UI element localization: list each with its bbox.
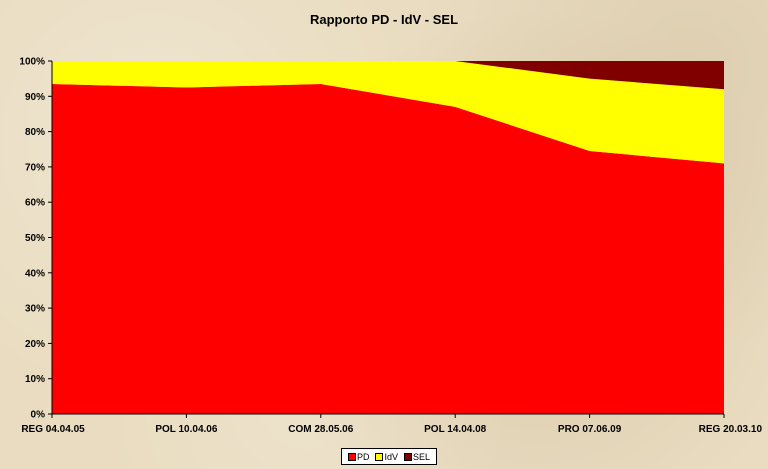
y-tick-label: 50% (25, 233, 45, 244)
y-tick-label: 10% (25, 374, 45, 385)
x-tick-label: PRO 07.06.09 (558, 424, 622, 435)
plot-area (52, 61, 724, 414)
x-tick-label: REG 04.04.05 (21, 424, 85, 435)
legend-item-pd: PD (347, 451, 370, 462)
x-tick-label: POL 14.04.08 (424, 424, 487, 435)
y-tick-label: 80% (25, 127, 45, 138)
area-sel (52, 61, 724, 90)
y-tick-label: 40% (25, 268, 45, 279)
area-pd (52, 83, 724, 414)
y-tick-label: 30% (25, 304, 45, 315)
legend-item-idv: IdV (375, 452, 398, 462)
y-tick-label: 100% (19, 57, 45, 68)
legend-item-sel: SEL (403, 451, 430, 462)
legend-swatch-sel (403, 452, 412, 461)
legend-swatch-idv (375, 452, 384, 461)
y-tick-label: 90% (25, 92, 45, 103)
y-tick-label: 70% (25, 162, 45, 173)
legend: PD IdV SEL (341, 448, 437, 465)
x-tick-label: POL 10.04.06 (155, 424, 218, 435)
y-tick-label: 60% (25, 198, 45, 209)
y-tick-label: 20% (25, 339, 45, 350)
legend-swatch-pd (347, 452, 356, 461)
legend-label-pd: PD (356, 451, 370, 462)
y-tick-label: 0% (31, 410, 46, 421)
chart-title: Rapporto PD - IdV - SEL (310, 12, 458, 27)
axes: 0% 10% 20% 30% 40% 50% 60% 70% 80% 90% 100% REG 04.… (19, 57, 762, 436)
x-tick-label: COM 28.05.06 (288, 424, 353, 435)
area-idv (52, 61, 724, 164)
legend-label-idv: IdV (384, 451, 398, 462)
x-tick-label: REG 20.03.10 (699, 424, 763, 435)
legend-label-sel: SEL (412, 451, 430, 462)
